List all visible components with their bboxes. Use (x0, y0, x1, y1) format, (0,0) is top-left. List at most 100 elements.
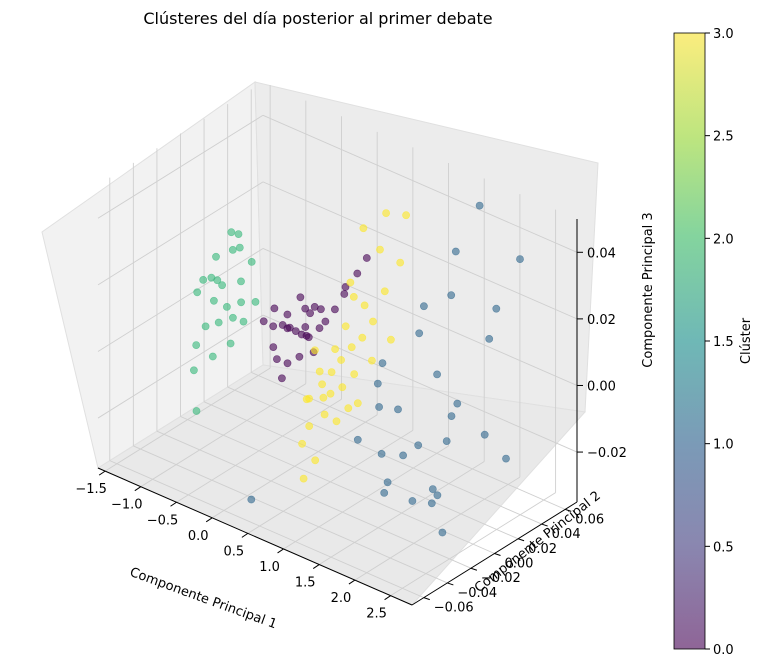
y-tick-label: −0.06 (434, 601, 474, 616)
point-cluster-3 (369, 317, 377, 326)
y-tick-label: 0.00 (505, 557, 534, 572)
grid-line-y (133, 445, 448, 584)
point-cluster-3 (305, 422, 314, 430)
y-tick-label: −0.04 (457, 586, 497, 601)
point-cluster-3 (337, 356, 345, 364)
point-cluster-0 (270, 304, 279, 313)
point-cluster-3 (358, 333, 367, 342)
colorbar-tick-label: 1.0 (713, 438, 734, 453)
point-cluster-1 (433, 491, 442, 500)
point-cluster-1 (415, 329, 424, 338)
point-cluster-0 (341, 283, 350, 291)
point-cluster-3 (350, 370, 359, 378)
scatter-points (189, 201, 524, 537)
point-cluster-2 (214, 318, 223, 327)
point-cluster-0 (259, 317, 268, 326)
point-cluster-0 (269, 343, 278, 351)
point-cluster-2 (247, 257, 256, 266)
point-cluster-1 (378, 359, 387, 367)
colorbar-tick-label: 0.5 (713, 540, 734, 555)
point-cluster-2 (235, 243, 244, 252)
x-tick-mark (277, 548, 284, 554)
grid-line-z (97, 114, 264, 219)
point-cluster-3 (326, 389, 335, 398)
point-cluster-2 (218, 281, 226, 290)
point-cluster-1 (447, 412, 456, 420)
point-cluster-2 (209, 296, 218, 305)
colorbar-tick-label: 2.5 (713, 130, 734, 145)
point-cluster-1 (502, 454, 510, 463)
x-axis-line (97, 467, 413, 606)
point-cluster-0 (316, 305, 325, 314)
point-cluster-3 (310, 346, 319, 355)
point-cluster-3 (311, 456, 320, 465)
point-cluster-3 (380, 287, 389, 296)
point-cluster-3 (320, 410, 329, 419)
back-pane (254, 81, 599, 413)
x-tick-mark (98, 470, 106, 476)
y-tick-label: −0.02 (481, 571, 521, 586)
grid-line-y (109, 460, 424, 599)
point-cluster-2 (208, 352, 217, 361)
x-tick-mark (312, 564, 320, 569)
point-cluster-3 (353, 399, 362, 408)
point-cluster-0 (283, 359, 292, 368)
x-tick-mark (134, 486, 142, 492)
point-cluster-3 (319, 393, 328, 402)
z-tick-label: −0.02 (587, 446, 627, 461)
point-cluster-2 (234, 230, 243, 238)
grid-line-z (97, 181, 264, 286)
point-cluster-3 (349, 292, 358, 301)
point-cluster-0 (272, 355, 281, 363)
x-tick-mark (348, 579, 356, 585)
point-cluster-1 (442, 437, 451, 445)
x-tick-label: 2.5 (366, 607, 387, 622)
z-tick-label: 0.00 (587, 379, 616, 394)
point-cluster-1 (414, 441, 423, 450)
point-cluster-3 (402, 211, 410, 220)
point-cluster-1 (353, 435, 362, 444)
point-cluster-0 (269, 322, 278, 331)
y-tick-mark (423, 597, 430, 601)
point-cluster-0 (283, 324, 292, 333)
y-tick-label: 0.02 (528, 542, 557, 557)
x-tick-label: 1.5 (295, 576, 316, 591)
point-cluster-1 (485, 334, 494, 343)
point-cluster-0 (330, 305, 339, 314)
y-tick-mark (565, 508, 572, 512)
point-cluster-1 (380, 488, 389, 497)
point-cluster-3 (331, 345, 339, 353)
point-cluster-3 (382, 209, 390, 217)
point-cluster-1 (377, 449, 386, 458)
point-cluster-2 (222, 302, 231, 311)
z-axis-ticks: −0.02 0.00 0.02 0.04 (577, 246, 627, 461)
y-tick-mark (470, 567, 478, 571)
point-cluster-2 (226, 339, 235, 348)
point-cluster-3 (346, 278, 355, 287)
y-tick-mark (517, 538, 525, 542)
x-tick-mark (205, 517, 213, 523)
grid-line-z (97, 248, 264, 352)
point-cluster-0 (353, 269, 362, 278)
x-tick-label: 1.0 (259, 560, 280, 575)
point-cluster-3 (386, 335, 395, 344)
point-cluster-0 (306, 309, 314, 318)
x-tick-label: −1.0 (111, 498, 143, 513)
point-cluster-0 (301, 323, 310, 331)
point-cluster-1 (516, 255, 524, 263)
point-cluster-1 (383, 478, 392, 487)
chart-title: Clústeres del día posterior al primer de… (143, 9, 492, 28)
point-cluster-3 (344, 404, 353, 413)
x-tick-label: 0.0 (188, 529, 209, 544)
point-cluster-0 (362, 254, 371, 262)
point-cluster-1 (480, 430, 489, 439)
point-cluster-2 (213, 276, 222, 285)
point-cluster-3 (327, 368, 336, 376)
grid-line-z (262, 248, 578, 386)
point-cluster-2 (228, 245, 237, 254)
point-cluster-1 (428, 485, 437, 493)
point-cluster-3 (298, 439, 306, 448)
axes-grid (97, 85, 578, 599)
point-cluster-3 (359, 224, 368, 233)
y-tick-mark (541, 523, 548, 527)
